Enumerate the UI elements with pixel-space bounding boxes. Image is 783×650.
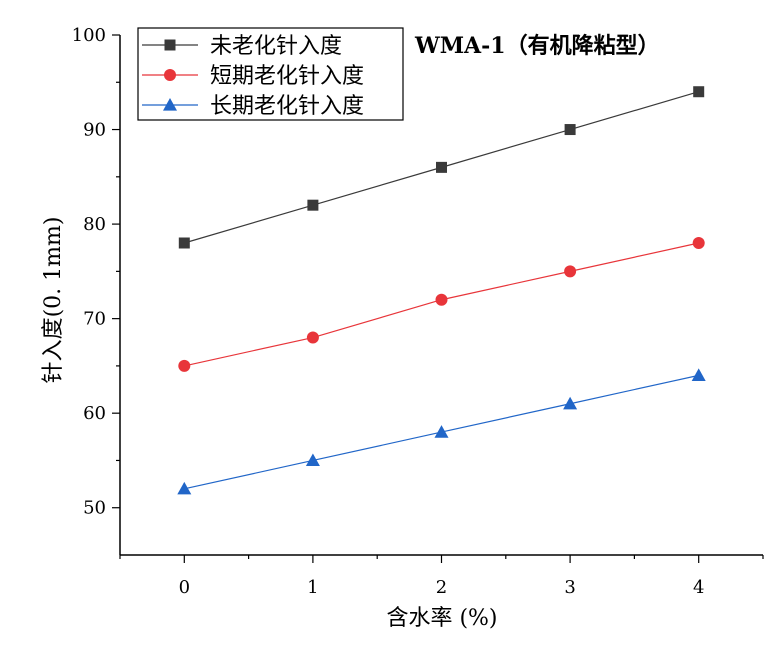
- x-tick-label: 4: [693, 577, 704, 598]
- data-point: [692, 237, 705, 249]
- data-point: [436, 161, 447, 173]
- legend-label: 短期老化针入度: [210, 64, 364, 89]
- data-point: [691, 368, 706, 381]
- legend-marker: [163, 98, 177, 111]
- y-tick-label: 100: [72, 25, 106, 46]
- y-tick-label: 50: [83, 498, 106, 519]
- x-tick-label: 3: [564, 577, 575, 598]
- axes: 50 60 70 80 90 100 0 1 2 3 4: [72, 25, 764, 598]
- legend-label: 长期老化针入度: [210, 94, 364, 119]
- legend-marker: [164, 39, 176, 51]
- data-point: [564, 265, 577, 278]
- y-tick-label: 80: [83, 214, 106, 235]
- y-tick-label: 90: [83, 120, 106, 141]
- x-tick-label: 2: [436, 577, 447, 598]
- legend-item: 短期老化针入度: [142, 64, 364, 89]
- series-1: [178, 86, 705, 249]
- x-tick-label: 1: [307, 577, 318, 598]
- series-layer: [177, 86, 706, 495]
- x-axis-title: 含水率 (%): [386, 606, 497, 631]
- x-tick-label: 0: [179, 577, 190, 598]
- y-axis-title: 针入度(0. 1mm): [41, 217, 66, 384]
- y-tick-label: 70: [83, 309, 106, 330]
- data-point: [435, 293, 448, 306]
- data-point: [177, 481, 192, 495]
- data-point: [305, 453, 320, 467]
- data-point: [178, 359, 191, 372]
- series-2: [178, 237, 705, 372]
- data-point: [563, 396, 578, 410]
- y-tick-label: 60: [83, 403, 106, 424]
- data-point: [564, 124, 576, 136]
- data-point: [306, 331, 319, 344]
- legend-label: 未老化针入度: [210, 34, 342, 59]
- chart-title: WMA-1（有机降粘型）: [414, 33, 660, 59]
- data-point: [434, 425, 449, 438]
- legend-marker: [164, 69, 176, 81]
- series-3: [177, 368, 706, 495]
- data-point: [693, 86, 705, 98]
- data-point: [178, 237, 190, 249]
- legend-item: 长期老化针入度: [142, 94, 364, 119]
- data-point: [307, 199, 319, 211]
- legend-item: 未老化针入度: [142, 34, 342, 59]
